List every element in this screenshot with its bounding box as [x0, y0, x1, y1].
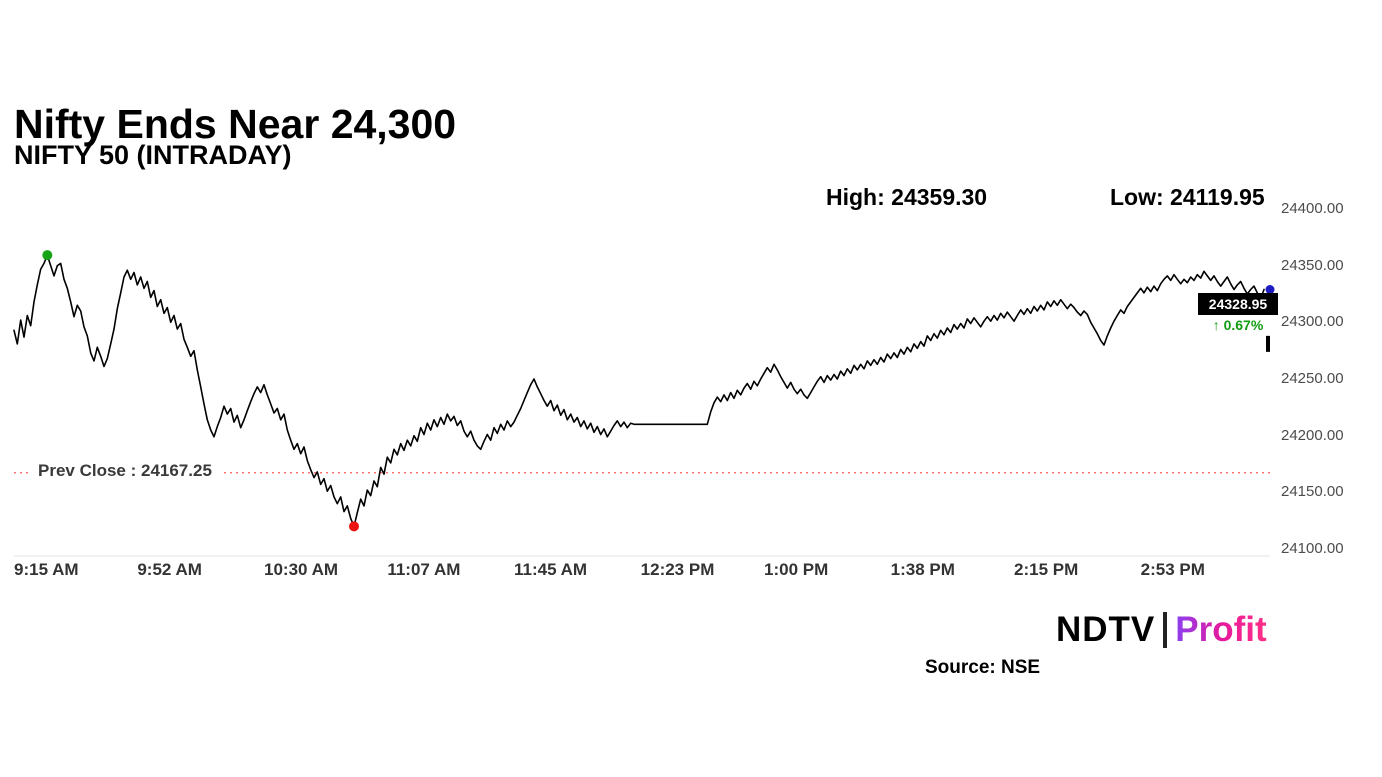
ndtv-logo-text: NDTV [1056, 610, 1156, 649]
ndtv-profit-logo: NDTV Profit [1056, 610, 1267, 650]
last-price-change: ↑ 0.67% [1198, 314, 1278, 335]
y-axis-label: 24300.00 [1281, 313, 1344, 331]
y-axis-label: 24100.00 [1281, 540, 1344, 557]
x-axis-label: 9:15 AM [14, 560, 79, 579]
x-axis-label: 11:07 AM [387, 560, 461, 579]
chart-subtitle: NIFTY 50 (INTRADAY) [14, 140, 292, 170]
y-axis-label: 24400.00 [1281, 200, 1344, 217]
last-price-value: 24328.95 [1198, 292, 1278, 315]
low-marker-dot [349, 521, 359, 532]
page-title: Nifty Ends Near 24,300 [14, 101, 457, 148]
high-value-label: High: 24359.30 [826, 184, 988, 210]
x-axis-label: 9:52 AM [137, 560, 202, 579]
last-price-dot [1265, 285, 1275, 295]
y-axis-label: 24250.00 [1281, 370, 1344, 387]
x-axis-label: 2:15 PM [1014, 560, 1079, 579]
x-axis-label: 1:00 PM [764, 560, 829, 579]
x-axis-label: 10:30 AM [264, 560, 339, 579]
x-axis-label: 12:23 PM [640, 560, 715, 579]
profit-logo-text: Profit [1175, 610, 1267, 649]
y-axis-label: 24350.00 [1281, 256, 1344, 274]
x-axis-label: 2:53 PM [1140, 560, 1205, 579]
y-axis-label: 24200.00 [1281, 426, 1344, 444]
end-tick-marker [1266, 335, 1270, 352]
low-value-label: Low: 24119.95 [1110, 184, 1265, 210]
logo-divider [1163, 612, 1168, 648]
price-line-series [13, 254, 1265, 528]
x-axis-label: 1:38 PM [890, 560, 955, 579]
prev-close-label: Prev Close : 24167.25 [32, 460, 222, 481]
source-label: Source: NSE [925, 657, 1041, 678]
high-marker-dot [42, 250, 53, 261]
last-price-badge: 24328.95 ↑ 0.67% [1198, 292, 1278, 335]
x-axis-label: 11:45 AM [514, 560, 588, 579]
y-axis-label: 24150.00 [1281, 483, 1344, 501]
